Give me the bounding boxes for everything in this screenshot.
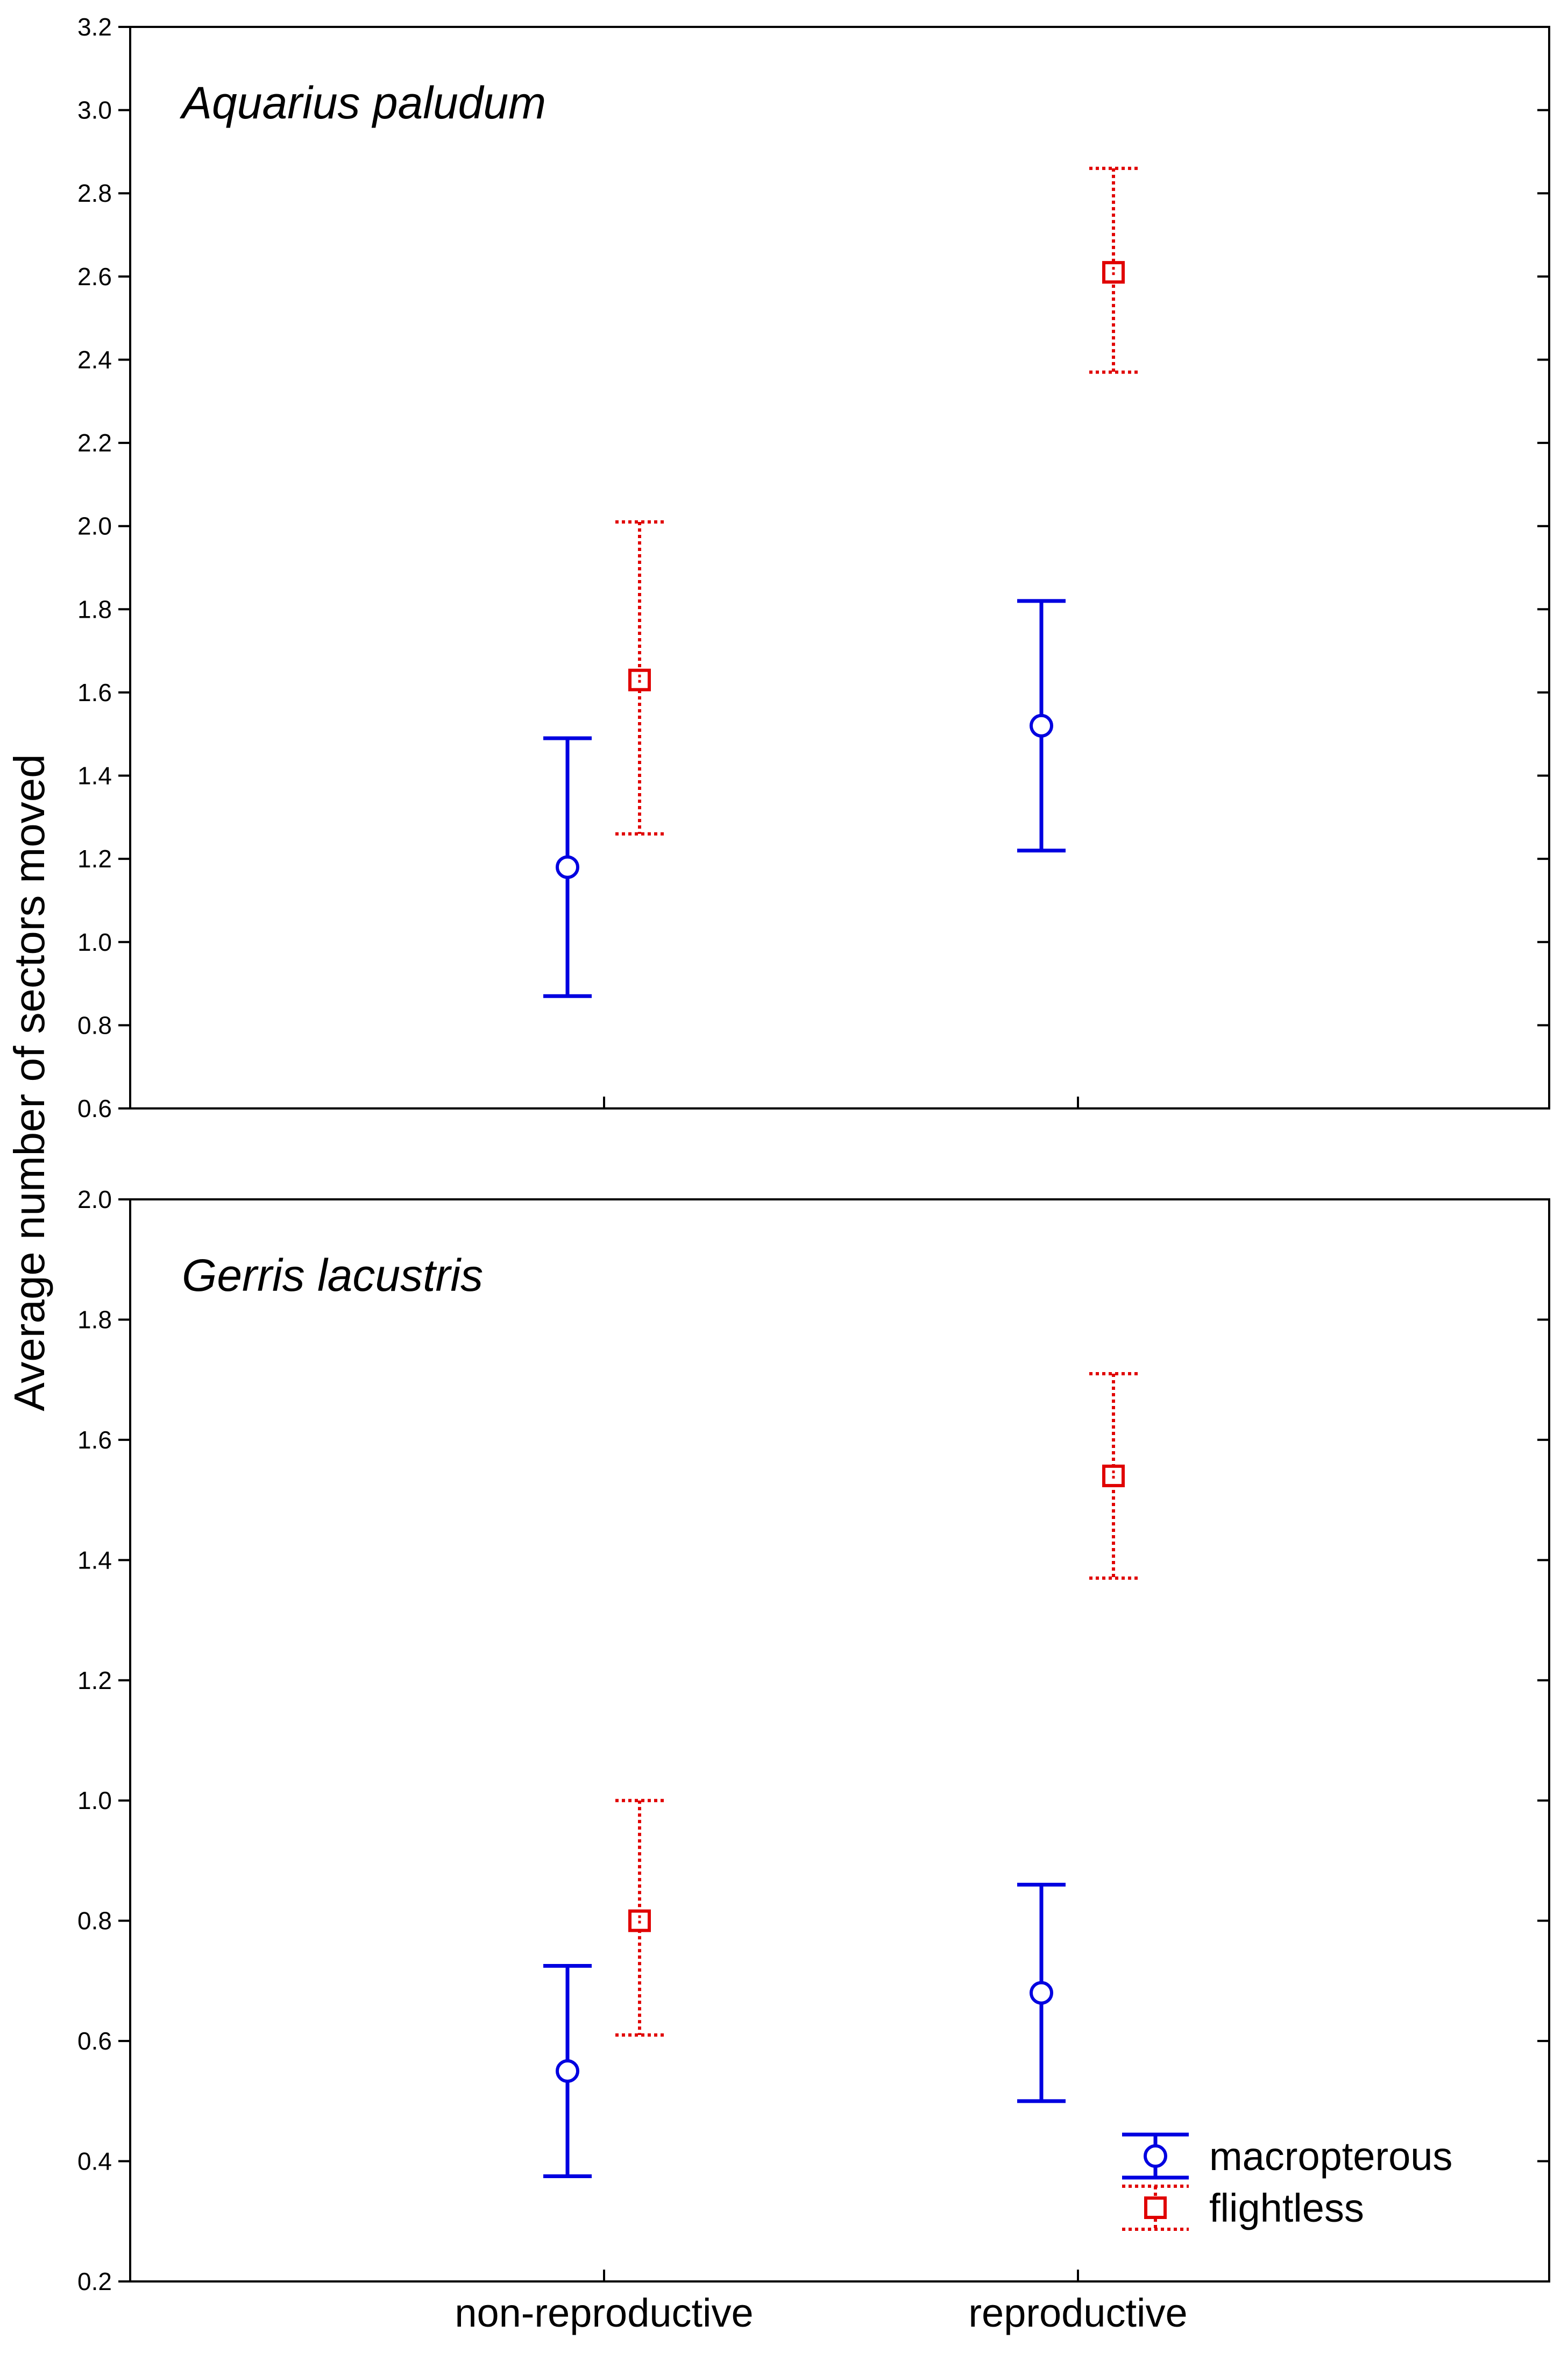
panel-aquarius-paludum: 0.6 0.8 1.0 1.2 1.4 1.6 1.8 2.0 2.2 2.4 2.6 2.8 3.0 3… (77, 13, 1550, 1122)
macropterous-reproductive-point (1030, 713, 1053, 738)
flightless-reproductive-point (1102, 261, 1125, 284)
y-tick-label: 2.4 (77, 345, 112, 373)
y-tick-label: 1.2 (77, 845, 112, 873)
y-tick-label: 1.6 (77, 1426, 112, 1454)
plot-frame (129, 1198, 1550, 2283)
panel-gerris-lacustris: 0.2 0.4 0.6 0.8 1.0 1.2 1.4 1.6 1.8 2.0 Gerris lac… (77, 1185, 1550, 2295)
y-tick-label: 2.0 (77, 512, 112, 540)
y-tick-label: 1.8 (77, 595, 112, 623)
macropterous-reproductive-point (1030, 1981, 1053, 2005)
legend: macropterous flightless (1122, 2132, 1452, 2231)
legend-macropterous-label: macropterous (1209, 2134, 1452, 2179)
y-tick-label: 0.6 (77, 2027, 112, 2055)
panel-title: Aquarius paludum (179, 77, 546, 128)
flightless-non-reproductive-point (628, 1909, 651, 1932)
y-tick-label: 1.2 (77, 1666, 112, 1694)
y-tick-label: 1.0 (77, 928, 112, 956)
y-tick-label: 2.2 (77, 429, 112, 457)
y-tick-label: 1.4 (77, 1546, 112, 1574)
y-tick-label: 0.4 (77, 2147, 112, 2175)
y-tick-label: 1.0 (77, 1786, 112, 1814)
y-tick-label: 0.8 (77, 1907, 112, 1935)
y-tick-label: 2.8 (77, 179, 112, 207)
macropterous-non-reproductive-point (556, 2059, 579, 2083)
y-tick-label: 1.8 (77, 1305, 112, 1333)
y-tick-label: 3.0 (77, 96, 112, 124)
x-tick-label-reproductive: reproductive (968, 2291, 1187, 2335)
legend-flightless-marker (1144, 2196, 1167, 2219)
y-tick-label: 0.6 (77, 1094, 112, 1122)
legend-macropterous-marker (1144, 2144, 1167, 2168)
y-tick-label: 1.4 (77, 762, 112, 790)
x-tick-label-non-reproductive: non-reproductive (455, 2291, 753, 2335)
macropterous-non-reproductive-point (556, 855, 579, 879)
legend-flightless-label: flightless (1209, 2186, 1364, 2230)
panel-title: Gerris lacustris (182, 1250, 483, 1301)
y-tick-label: 0.2 (77, 2267, 112, 2295)
y-axis-label: Average number of sectors moved (5, 754, 53, 1411)
y-tick-label: 2.6 (77, 263, 112, 291)
y-tick-label: 1.6 (77, 679, 112, 706)
plot-frame (129, 26, 1550, 1110)
y-tick-label: 0.8 (77, 1011, 112, 1039)
y-tick-label: 2.0 (77, 1185, 112, 1213)
y-tick-label: 3.2 (77, 13, 112, 41)
